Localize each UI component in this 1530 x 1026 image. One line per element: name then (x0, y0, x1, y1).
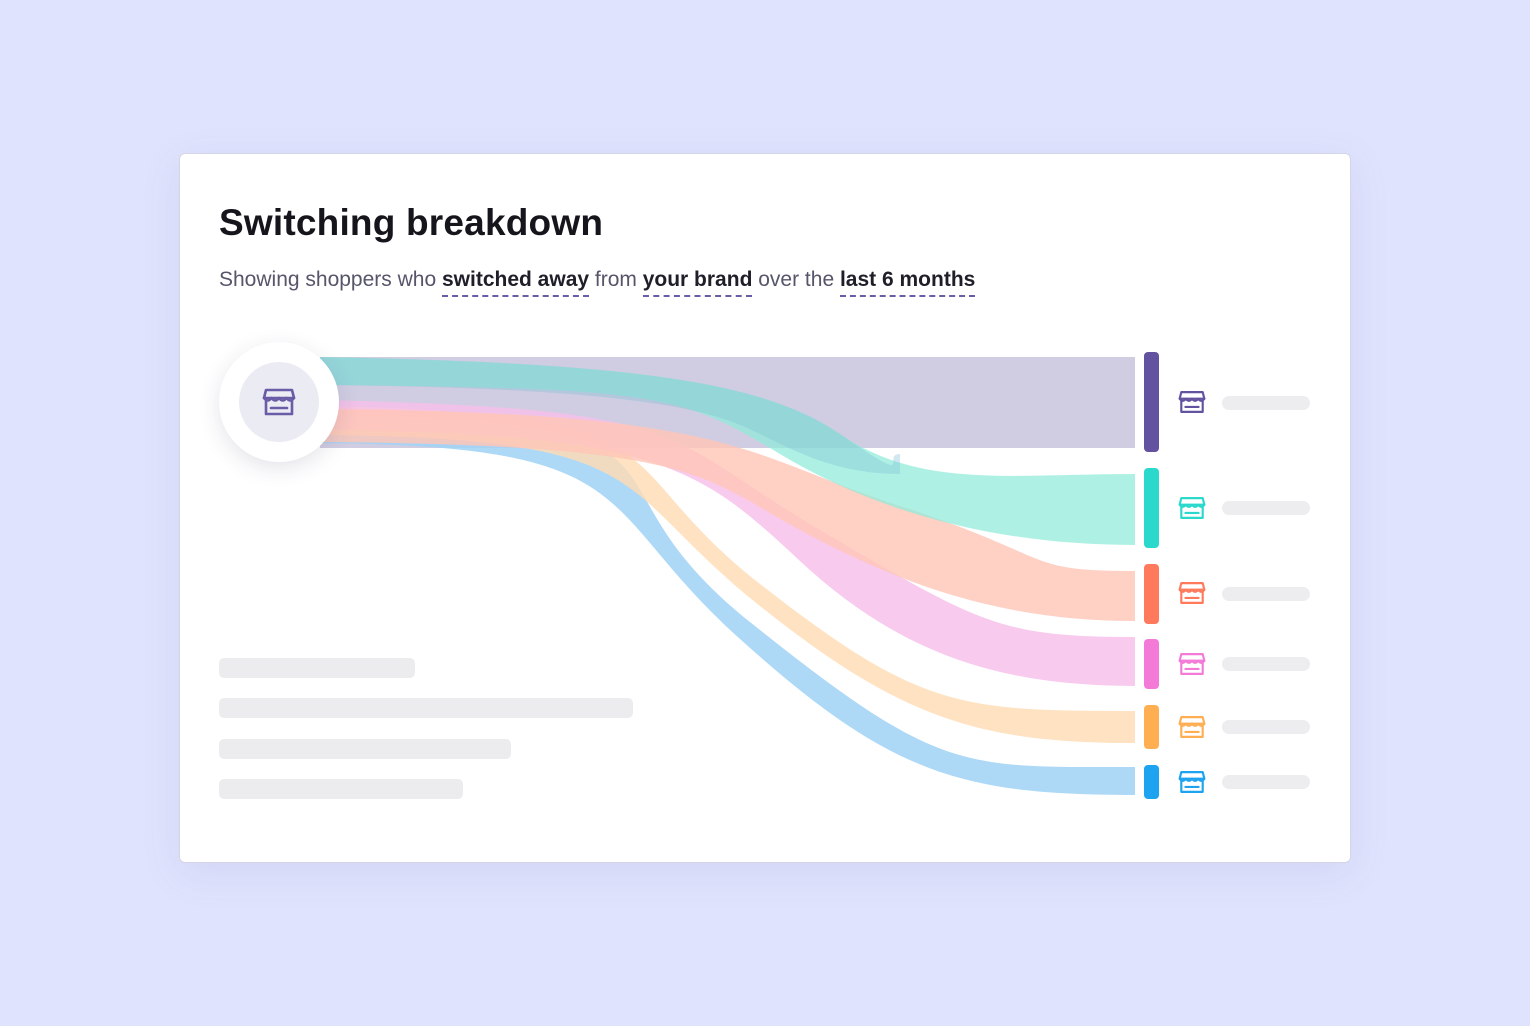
store-icon (1178, 497, 1206, 519)
destination-bar-4[interactable] (1144, 639, 1159, 689)
card-title: Switching breakdown (219, 202, 604, 243)
destination-bar-5[interactable] (1144, 705, 1159, 749)
store-icon (1178, 771, 1206, 793)
summary-placeholder-line (219, 698, 633, 718)
summary-placeholder-line (219, 658, 415, 678)
destination-bar-3[interactable] (1144, 564, 1159, 624)
flow-band-3[interactable] (320, 409, 1135, 621)
source-brand-icon-wrap (239, 362, 319, 442)
destination-label-placeholder (1222, 396, 1310, 410)
store-icon (1178, 716, 1206, 738)
store-icon (262, 388, 296, 416)
switch-direction-filter[interactable]: switched away (441, 268, 590, 297)
destination-label-placeholder (1222, 657, 1310, 671)
switching-breakdown-card: Switching breakdown Showing shoppers who… (179, 153, 1351, 863)
flow-band-6[interactable] (320, 415, 1135, 795)
summary-placeholder-line (219, 739, 511, 759)
flow-band-5[interactable] (320, 406, 1135, 743)
store-icon (1178, 391, 1206, 413)
source-brand-node[interactable] (219, 342, 339, 462)
subtitle-text-1: Showing shoppers who (219, 268, 442, 291)
flow-band-4[interactable] (320, 400, 1135, 686)
card-subtitle: Showing shoppers who switched away from … (219, 268, 976, 297)
store-icon (1178, 582, 1206, 604)
flow-band-2[interactable] (320, 357, 1135, 545)
destination-label-placeholder (1222, 587, 1310, 601)
destination-label-placeholder (1222, 720, 1310, 734)
sankey-flows (320, 357, 1135, 795)
store-icon (1178, 653, 1206, 675)
subtitle-text-2: from (589, 268, 643, 291)
subtitle-text-3: over the (752, 268, 840, 291)
time-period-filter[interactable]: last 6 months (839, 268, 976, 297)
destination-label-placeholder (1222, 775, 1310, 789)
flow-band-2-overlay (320, 357, 900, 474)
brand-filter[interactable]: your brand (642, 268, 753, 297)
destination-label-placeholder (1222, 501, 1310, 515)
summary-placeholder-line (219, 779, 463, 799)
destination-bar-2[interactable] (1144, 468, 1159, 548)
destination-bar-6[interactable] (1144, 765, 1159, 799)
destination-bar-1[interactable] (1144, 352, 1159, 452)
